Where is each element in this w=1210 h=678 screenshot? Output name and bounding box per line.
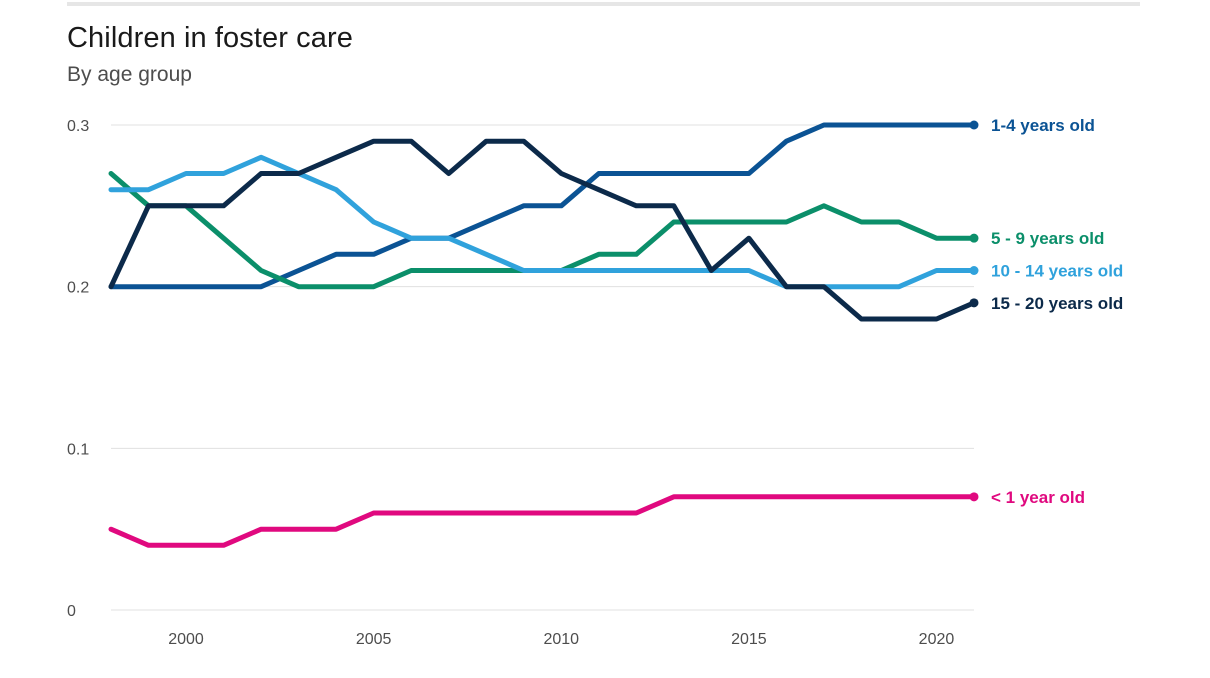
x-axis-ticks: 2000 2005 2010 2015 2020 [168, 631, 954, 648]
x-tick-label: 2000 [168, 631, 204, 648]
series-end-point [969, 233, 979, 243]
series-lines [108, 120, 979, 548]
series-end-point [969, 298, 979, 308]
top-rule [67, 2, 1140, 6]
x-tick-label: 2015 [731, 631, 767, 648]
series-label: 10 - 14 years old [991, 262, 1123, 281]
y-axis-ticks: 0 0.1 0.2 0.3 [67, 118, 89, 620]
series-line [108, 138, 977, 322]
x-tick-label: 2005 [356, 631, 392, 648]
series-labels: 1-4 years old 5 - 9 years old 10 - 14 year… [991, 116, 1123, 507]
series-end-point [969, 492, 979, 502]
series-label: 1-4 years old [991, 116, 1095, 135]
series-end-point [969, 120, 979, 130]
chart-title: Children in foster care [67, 22, 353, 54]
chart-subtitle: By age group [67, 63, 192, 86]
y-tick-label: 0.3 [67, 118, 89, 135]
y-tick-label: 0 [67, 603, 76, 620]
y-tick-label: 0.1 [67, 441, 89, 458]
x-tick-label: 2020 [919, 631, 955, 648]
series-end-point [969, 266, 979, 275]
series-line [108, 494, 977, 548]
y-tick-label: 0.2 [67, 280, 89, 297]
series-label: < 1 year old [991, 488, 1085, 507]
series-label: 5 - 9 years old [991, 229, 1104, 248]
series-label: 15 - 20 years old [991, 294, 1123, 313]
series-line [108, 154, 977, 290]
series-line [108, 122, 977, 290]
x-tick-label: 2010 [543, 631, 579, 648]
